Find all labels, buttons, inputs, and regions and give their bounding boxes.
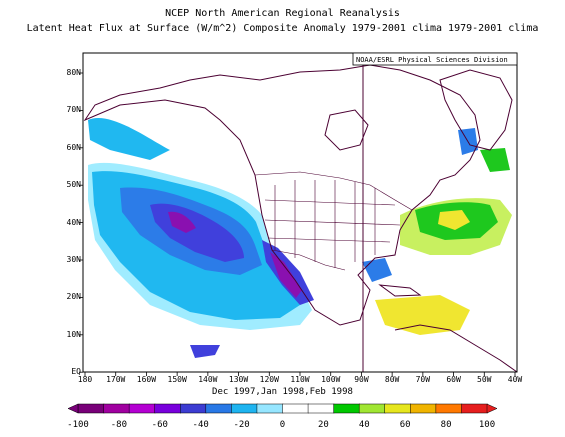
colorbar-segment — [154, 403, 181, 414]
y-tick-label: EQ — [71, 367, 81, 377]
colorbar-segment — [231, 403, 258, 414]
colorbar-label: -20 — [233, 420, 250, 430]
us-state-lines — [264, 180, 401, 268]
colorbar-segment — [128, 403, 156, 414]
x-tick-label: 50W — [477, 375, 492, 384]
x-tick-label: 110W — [290, 375, 310, 384]
colorbar-left-arrow — [67, 403, 79, 414]
atlantic-strong-positive-core — [438, 210, 470, 230]
colorbar-segment — [205, 403, 233, 414]
colorbar-segment — [358, 403, 386, 414]
x-tick-label: 130W — [228, 375, 249, 384]
tropical-pacific-negative-patch — [190, 345, 220, 358]
x-tick-label: 160W — [136, 375, 157, 384]
coastlines — [83, 64, 518, 373]
north-america-coastline — [83, 64, 481, 326]
colorbar-segment — [435, 403, 463, 414]
y-tick-label: 80N — [66, 68, 81, 77]
x-tick-label: 170W — [106, 375, 126, 384]
colorbar-segment — [77, 403, 105, 414]
y-tick-label: 40N — [66, 217, 81, 227]
x-tick-label: 180 — [77, 375, 93, 384]
political-borders — [254, 171, 413, 271]
x-tick-label: 60W — [446, 375, 461, 384]
colorbar-label: 80 — [440, 420, 452, 430]
cuba-coastline — [378, 284, 422, 297]
tick-marks — [79, 72, 516, 376]
x-tick-label: 100W — [321, 375, 341, 384]
colorbar-segment — [333, 403, 360, 414]
x-tick-label: 120W — [259, 375, 279, 384]
colorbar-segment — [384, 403, 412, 414]
y-tick-label: 10N — [66, 329, 81, 339]
hudson-bay-coastline — [324, 109, 369, 151]
colorbar-right-arrow — [486, 403, 498, 414]
colorbar-segment — [410, 403, 437, 414]
credit-label: NOAA/ESRL Physical Sciences Division — [356, 56, 508, 64]
labrador-positive-patch — [480, 148, 510, 172]
y-tick-label: 60N — [66, 142, 81, 152]
colorbar-segment — [256, 403, 284, 414]
x-tick-label: 150W — [167, 375, 187, 384]
colorbar-label: -40 — [192, 420, 209, 430]
y-tick-label: 30N — [66, 255, 81, 264]
colorbar-label: -80 — [110, 420, 128, 430]
caribbean-positive-area — [375, 295, 470, 335]
chart-title: NCEP North American Regional Reanalysis — [165, 8, 400, 19]
colorbar-label: 100 — [478, 420, 496, 430]
gulf-of-mexico-negative-patch — [362, 258, 392, 282]
chart-subtitle: Latent Heat Flux at Surface (W/m^2) Comp… — [26, 23, 539, 34]
credit-box — [352, 52, 518, 66]
x-tick-label: 80W — [384, 375, 400, 384]
north-pacific-negative-band — [88, 117, 170, 160]
south-america-coastline — [394, 324, 518, 373]
anomaly-fields — [88, 117, 512, 358]
x-tick-label: 140W — [198, 375, 218, 384]
x-tick-label: 70W — [415, 375, 431, 384]
colorbar-label: 20 — [317, 420, 329, 430]
colorbar — [67, 403, 498, 414]
colorbar-label: 60 — [399, 420, 411, 430]
season-label: Dec 1997,Jan 1998,Feb 1998 — [212, 387, 353, 397]
baja-strong-negative-core — [270, 252, 302, 298]
colorbar-segment — [307, 403, 335, 414]
y-tick-label: 70N — [66, 105, 81, 115]
x-tick-label: 40W — [507, 375, 523, 384]
y-tick-label: 50N — [66, 180, 81, 190]
colorbar-segment — [180, 403, 207, 414]
colorbar-segment — [282, 403, 309, 414]
pacific-strong-negative-core — [168, 211, 196, 233]
colorbar-label: -100 — [67, 420, 89, 430]
colorbar-segment — [461, 403, 488, 414]
x-tick-label: 90W — [354, 375, 369, 384]
greenland-coastline — [439, 69, 513, 151]
us-canada-border — [254, 171, 413, 211]
colorbar-label: 0 — [279, 420, 286, 430]
colorbar-segment — [103, 403, 130, 414]
colorbar-label: 40 — [358, 420, 370, 430]
colorbar-label: -60 — [151, 420, 168, 430]
y-tick-label: 20N — [66, 292, 81, 302]
